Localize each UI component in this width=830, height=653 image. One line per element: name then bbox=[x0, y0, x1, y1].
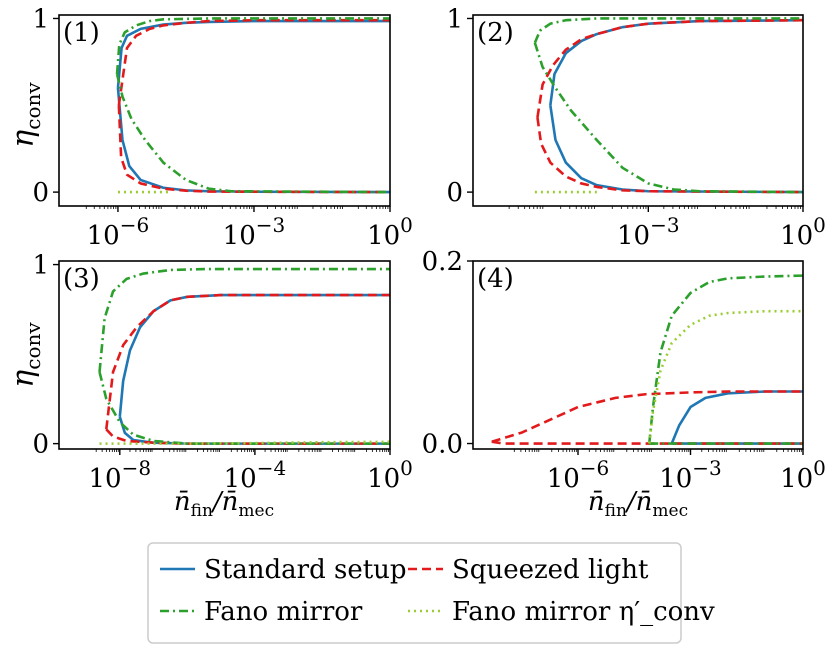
y-tick-label: 1 bbox=[32, 251, 49, 281]
panel-2: 10−3 100 0 1 (2) bbox=[446, 4, 825, 251]
panel-3: 10−8 10−4 100 0 1 (3) bbox=[32, 251, 412, 494]
xlabel-right: n̄fin/n̄mec bbox=[588, 487, 688, 521]
panel-tag: (4) bbox=[477, 264, 514, 294]
series-standard-setup-branch-0 bbox=[549, 18, 803, 106]
x-tick-label: 10−6 bbox=[547, 456, 610, 494]
x-tick-label: 10−6 bbox=[87, 213, 150, 251]
x-tick-label: 100 bbox=[780, 456, 826, 494]
series-fano-mirror-branch-0 bbox=[533, 17, 803, 44]
series-group bbox=[98, 267, 390, 445]
x-tick-label: 10−4 bbox=[224, 456, 287, 494]
series-squeezed-light-branch-1 bbox=[491, 440, 803, 445]
series-standard-setup-branch-1 bbox=[549, 105, 803, 194]
x-tick-label: 100 bbox=[367, 456, 413, 494]
series-group bbox=[491, 274, 803, 445]
axes-frame bbox=[472, 260, 804, 450]
legend: Standard setup Squeezed light Fano mirro… bbox=[147, 542, 715, 644]
y-tick-label: 0.2 bbox=[422, 247, 463, 277]
panel-tag: (1) bbox=[63, 18, 100, 48]
x-tick-label: 100 bbox=[367, 213, 413, 251]
legend-label-fano: Fano mirror bbox=[204, 597, 363, 627]
x-tick-label: 10−3 bbox=[659, 456, 722, 494]
series-squeezed-light-branch-0 bbox=[491, 390, 803, 443]
series-standard-setup-branch-0 bbox=[118, 293, 390, 417]
x-tick-label: 10−3 bbox=[617, 213, 680, 251]
x-tick-label: 100 bbox=[780, 213, 826, 251]
ylabel-bottom: ηconv bbox=[6, 322, 45, 388]
x-tick-label: 10−8 bbox=[89, 456, 152, 494]
panel-tag: (3) bbox=[63, 264, 100, 294]
series-group bbox=[533, 17, 803, 194]
series-fano-mirror-branch-0 bbox=[115, 17, 390, 75]
x-tick-label: 10−3 bbox=[223, 213, 286, 251]
series-fano-mirror-branch-0 bbox=[98, 267, 390, 373]
legend-frame bbox=[147, 542, 682, 644]
y-tick-label: 1 bbox=[32, 4, 49, 34]
panel-tag: (2) bbox=[477, 18, 514, 48]
series-fano-mirror-branch-1 bbox=[533, 42, 803, 194]
series-squeezed-light-branch-0 bbox=[536, 18, 803, 118]
series-squeezed-light-branch-0 bbox=[117, 18, 390, 106]
series-fano-mirror-branch-1 bbox=[115, 73, 390, 194]
series-fano-mirror-branch-0 bbox=[647, 274, 803, 444]
y-tick-label: 1 bbox=[446, 4, 463, 34]
svg-text:ηconv: ηconv bbox=[6, 82, 45, 148]
series-standard-setup-branch-1 bbox=[116, 87, 390, 194]
svg-text:ηconv: ηconv bbox=[6, 322, 45, 388]
series-fano-mirror-conv-branch-0 bbox=[647, 309, 803, 444]
legend-label-standard: Standard setup bbox=[204, 555, 407, 585]
legend-label-squeezed: Squeezed light bbox=[452, 555, 649, 585]
series-standard-setup-branch-0 bbox=[670, 390, 803, 445]
axes-frame bbox=[472, 14, 804, 207]
y-tick-label: 0 bbox=[32, 178, 49, 208]
series-squeezed-light-branch-0 bbox=[104, 293, 390, 430]
series-fano-mirror-branch-1 bbox=[98, 371, 390, 445]
axes-frame bbox=[58, 260, 391, 450]
series-group bbox=[115, 17, 390, 194]
panel-4: 10−6 10−3 100 0.0 0.2 (4) bbox=[422, 247, 826, 494]
axes-frame bbox=[58, 14, 391, 207]
y-tick-label: 0 bbox=[32, 430, 49, 460]
legend-label-fano-prime: Fano mirror η′_conv bbox=[452, 597, 715, 627]
y-tick-label: 0.0 bbox=[422, 430, 463, 460]
y-tick-label: 0 bbox=[446, 178, 463, 208]
panel-1: 10−6 10−3 100 0 1 (1) bbox=[32, 4, 412, 251]
series-standard-setup-branch-1 bbox=[118, 416, 390, 445]
series-squeezed-light-branch-1 bbox=[536, 117, 803, 194]
ylabel-top: ηconv bbox=[6, 82, 45, 148]
series-standard-setup-branch-0 bbox=[116, 19, 390, 89]
series-squeezed-light-branch-1 bbox=[117, 105, 390, 194]
